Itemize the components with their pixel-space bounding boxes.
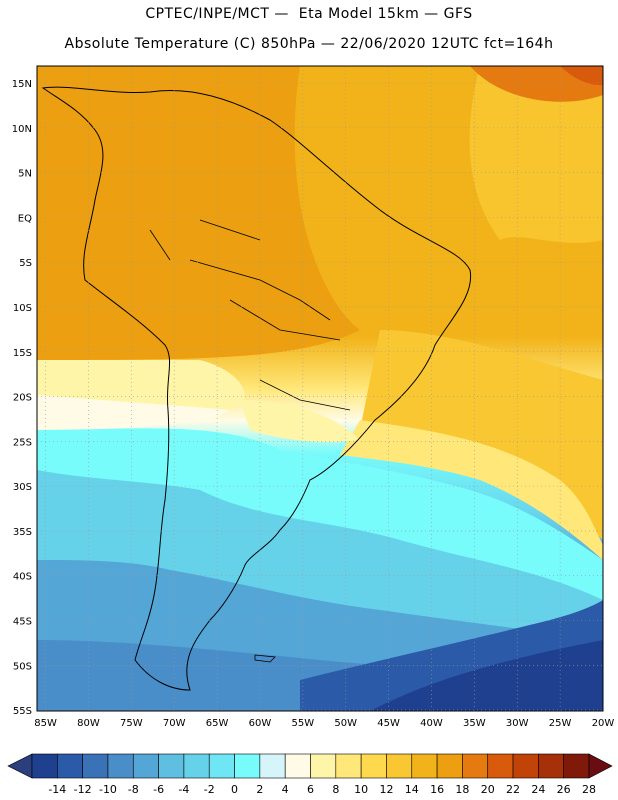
colorbar-tick-label: -10: [99, 783, 117, 796]
colorbar-tick-label: -4: [178, 783, 189, 796]
colorbar-tick-label: -12: [74, 783, 92, 796]
colorbar-swatch: [234, 753, 261, 779]
colorbar-tick-label: 26: [557, 783, 571, 796]
chart-title-line1: CPTEC/INPE/MCT — Eta Model 15km — GFS: [145, 6, 473, 22]
latitude-label: 30S: [13, 482, 32, 493]
colorbar-swatch: [462, 753, 489, 779]
colorbar-tick-label: 12: [379, 783, 393, 796]
colorbar: -14 -12 -10 -8 -6 -4 -2 0 2 4 6 8 10 12 14 16 18 20 22 24 26…: [7, 753, 613, 796]
colorbar-swatch: [386, 753, 413, 779]
longitude-label: 55W: [292, 718, 315, 729]
colorbar-tick-label: 8: [332, 783, 339, 796]
latitude-label: 5S: [19, 258, 32, 269]
colorbar-tick-label: 18: [455, 783, 469, 796]
colorbar-swatch: [335, 753, 362, 779]
colorbar-max-arrow: [588, 753, 613, 779]
longitude-label: 80W: [77, 718, 100, 729]
longitude-label: 40W: [420, 718, 443, 729]
longitude-label: 65W: [206, 718, 229, 729]
latitude-label: 25S: [13, 437, 32, 448]
colorbar-swatch: [31, 753, 58, 779]
colorbar-tick-label: 20: [481, 783, 495, 796]
colorbar-tick-label: 14: [405, 783, 419, 796]
longitude-label: 75W: [120, 718, 143, 729]
latitude-label: 5N: [18, 169, 32, 180]
colorbar-tick-label: 22: [506, 783, 520, 796]
latitude-label: 20S: [13, 393, 32, 404]
chart-title-line2: Absolute Temperature (C) 850hPa — 22/06/…: [64, 36, 554, 52]
colorbar-swatch: [563, 753, 590, 779]
colorbar-tick-label: 28: [582, 783, 596, 796]
longitude-label: 25W: [549, 718, 572, 729]
latitude-label: 15S: [13, 348, 32, 359]
colorbar-tick-label: 6: [307, 783, 314, 796]
colorbar-swatch: [57, 753, 83, 779]
colorbar-swatch: [208, 753, 235, 779]
longitude-label: 30W: [506, 718, 529, 729]
colorbar-swatch: [538, 753, 564, 779]
colorbar-tick-label: -2: [204, 783, 215, 796]
colorbar-tick-label: 16: [430, 783, 444, 796]
colorbar-tick-label: -8: [128, 783, 139, 796]
latitude-label: 15N: [12, 79, 32, 90]
map-frame: [36, 65, 604, 712]
colorbar-swatch: [360, 753, 387, 779]
colorbar-swatch: [107, 753, 134, 779]
longitude-label: 85W: [34, 718, 57, 729]
colorbar-tick-label: -14: [48, 783, 66, 796]
longitude-label: 45W: [377, 718, 400, 729]
colorbar-swatch: [310, 753, 337, 779]
colorbar-swatch: [183, 753, 210, 779]
colorbar-tick-label: 0: [231, 783, 238, 796]
colorbar-tick-label: 4: [282, 783, 289, 796]
latitude-label: 50S: [13, 661, 32, 672]
colorbar-tick-label: -6: [153, 783, 164, 796]
colorbar-swatch: [158, 753, 185, 779]
latitude-label: 45S: [13, 617, 32, 628]
latitude-label: 55S: [13, 706, 32, 717]
colorbar-swatch: [82, 753, 109, 779]
colorbar-tick-label: 2: [256, 783, 263, 796]
longitude-label: 20W: [592, 718, 615, 729]
longitude-label: 70W: [163, 718, 186, 729]
latitude-labels: 15N 10N 5N EQ 5S 10S 15S 20S 25S 30S 35S 40S 45S 50S 5…: [12, 79, 32, 717]
latitude-label: 10N: [12, 124, 32, 135]
colorbar-swatch: [132, 753, 159, 779]
latitude-label: 10S: [13, 303, 32, 314]
colorbar-swatch: [284, 753, 311, 779]
colorbar-swatch: [436, 753, 463, 779]
colorbar-swatch: [487, 753, 514, 779]
south-america-outline: [41, 86, 472, 691]
longitude-labels: 85W 80W 75W 70W 65W 60W 55W 50W 45W 40W 35W 30W 25W 2…: [34, 718, 614, 729]
longitude-label: 35W: [463, 718, 486, 729]
latitude-label: EQ: [18, 213, 32, 224]
colorbar-tick-label: 10: [354, 783, 368, 796]
temperature-field: [37, 66, 603, 711]
colorbar-min-arrow: [7, 753, 33, 779]
colorbar-swatch: [512, 753, 539, 779]
longitude-label: 50W: [334, 718, 357, 729]
colorbar-tick-label: 24: [531, 783, 545, 796]
colorbar-swatch: [259, 753, 286, 779]
longitude-label: 60W: [249, 718, 272, 729]
latitude-label: 35S: [13, 527, 32, 538]
latitude-label: 40S: [13, 572, 32, 583]
colorbar-swatch: [411, 753, 438, 779]
